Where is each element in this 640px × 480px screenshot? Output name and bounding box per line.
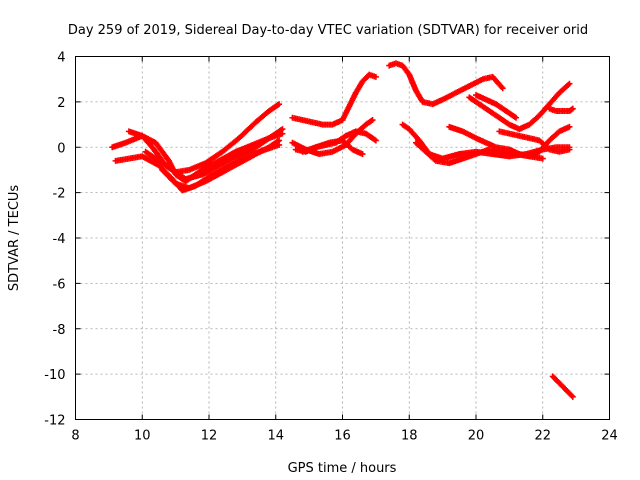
series-sat-r bbox=[549, 373, 576, 400]
data-point bbox=[276, 137, 283, 144]
x-tick-label: 22 bbox=[534, 429, 551, 444]
data-point bbox=[369, 117, 376, 124]
data-point bbox=[539, 155, 546, 162]
x-tick-label: 20 bbox=[468, 429, 485, 444]
x-tick-label: 8 bbox=[71, 429, 79, 444]
y-tick-label: 4 bbox=[57, 51, 65, 66]
data-point bbox=[372, 73, 379, 80]
data-point bbox=[569, 393, 576, 400]
series-sat-i bbox=[299, 137, 366, 158]
y-tick-label: -10 bbox=[44, 368, 65, 383]
series-sat-j bbox=[386, 60, 506, 108]
data-point bbox=[513, 114, 520, 121]
plot-frame bbox=[75, 56, 610, 420]
data-point bbox=[566, 146, 573, 153]
data-point bbox=[569, 105, 576, 112]
x-tick-label: 12 bbox=[201, 429, 218, 444]
series-sat-o bbox=[473, 92, 520, 121]
series-sat-e bbox=[159, 137, 283, 192]
y-tick-label: -4 bbox=[53, 232, 66, 247]
data-point bbox=[279, 126, 286, 133]
data-point bbox=[568, 392, 575, 399]
y-tick-label: -8 bbox=[53, 323, 66, 338]
series-sat-n bbox=[466, 80, 573, 133]
y-tick-label: -12 bbox=[44, 414, 65, 429]
series-sat-d bbox=[142, 126, 286, 183]
chart-title: Day 259 of 2019, Sidereal Day-to-day VTE… bbox=[68, 23, 588, 38]
y-tick-label: 0 bbox=[57, 141, 65, 156]
series-sat-q bbox=[546, 105, 576, 114]
grid-lines bbox=[75, 56, 610, 420]
x-tick-label: 16 bbox=[334, 429, 351, 444]
data-point bbox=[566, 123, 573, 130]
y-tick-label: -2 bbox=[53, 187, 66, 202]
data-point bbox=[359, 151, 366, 158]
series-sat-m bbox=[446, 123, 573, 160]
x-tick-label: 24 bbox=[601, 429, 618, 444]
data-point bbox=[499, 85, 506, 92]
data-point bbox=[566, 80, 573, 87]
series-sat-p bbox=[496, 128, 573, 155]
data-point bbox=[372, 137, 379, 144]
series-sat-f bbox=[289, 71, 379, 128]
data-point bbox=[276, 101, 283, 108]
x-tick-label: 10 bbox=[134, 429, 151, 444]
y-axis-label: SDTVAR / TECUs bbox=[7, 185, 22, 292]
x-tick-label: 14 bbox=[267, 429, 284, 444]
y-tick-label: -6 bbox=[53, 277, 66, 292]
x-axis-label: GPS time / hours bbox=[288, 461, 397, 476]
x-tick-label: 18 bbox=[401, 429, 418, 444]
y-tick-label: 2 bbox=[57, 96, 65, 111]
data-series bbox=[109, 60, 576, 400]
